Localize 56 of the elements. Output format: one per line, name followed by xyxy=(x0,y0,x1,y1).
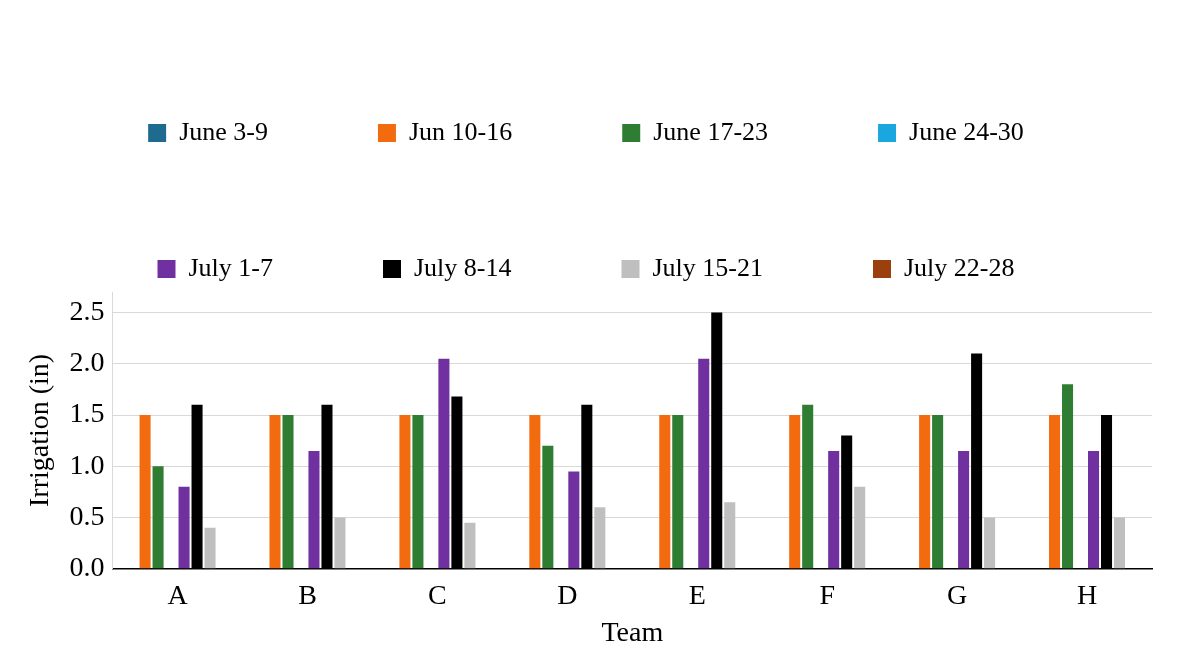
legend-label: July 22-28 xyxy=(904,252,1015,282)
bar xyxy=(958,450,970,569)
legend-label: Jun 10-16 xyxy=(408,116,513,146)
bar xyxy=(542,445,554,569)
legend-label: July 15-21 xyxy=(652,252,763,282)
y-axis-title: Irrigation (in) xyxy=(23,353,55,507)
bar xyxy=(1049,415,1061,569)
x-tick-label: F xyxy=(819,578,835,610)
bar xyxy=(594,507,606,569)
bar xyxy=(139,415,151,569)
bar xyxy=(789,415,801,569)
x-tick-label: H xyxy=(1076,578,1098,610)
bar xyxy=(464,522,476,569)
legend-label: July 8-14 xyxy=(414,252,512,282)
bar xyxy=(282,415,294,569)
legend-label: July 1-7 xyxy=(188,252,273,282)
bar xyxy=(269,415,281,569)
bar xyxy=(1114,517,1126,569)
y-tick-label: 1.0 xyxy=(69,448,105,480)
x-tick-label: B xyxy=(298,578,317,610)
x-tick-label: G xyxy=(947,578,968,610)
bar xyxy=(1062,384,1074,569)
bar xyxy=(932,415,944,569)
bar xyxy=(178,486,190,569)
legend-label: June 3-9 xyxy=(179,116,268,146)
x-axis-title: Team xyxy=(601,615,664,647)
y-tick-label: 2.5 xyxy=(69,294,105,326)
bar xyxy=(412,415,424,569)
bar xyxy=(308,450,320,569)
y-tick-label: 0.5 xyxy=(69,499,105,531)
x-tick-label: E xyxy=(688,578,706,610)
bar xyxy=(152,466,164,569)
x-tick-label: C xyxy=(428,578,447,610)
bar xyxy=(1088,450,1100,569)
bar xyxy=(984,517,996,569)
bar xyxy=(204,527,216,569)
bar xyxy=(698,358,710,569)
bar xyxy=(828,450,840,569)
legend-label: June 17-23 xyxy=(653,116,769,146)
bar xyxy=(334,517,346,569)
y-tick-label: 1.5 xyxy=(69,397,105,429)
x-tick-label: D xyxy=(557,578,578,610)
bar xyxy=(659,415,671,569)
bar xyxy=(802,404,814,569)
bar xyxy=(672,415,684,569)
x-tick-label: A xyxy=(167,578,189,610)
bar xyxy=(854,486,866,569)
bar xyxy=(399,415,411,569)
bar xyxy=(568,471,580,569)
y-tick-label: 0.0 xyxy=(69,551,105,583)
y-tick-label: 2.0 xyxy=(69,346,105,378)
bar xyxy=(724,502,736,569)
legend-label: June 24-30 xyxy=(909,116,1024,146)
bar xyxy=(919,415,931,569)
bar xyxy=(438,358,450,569)
bar xyxy=(529,415,541,569)
